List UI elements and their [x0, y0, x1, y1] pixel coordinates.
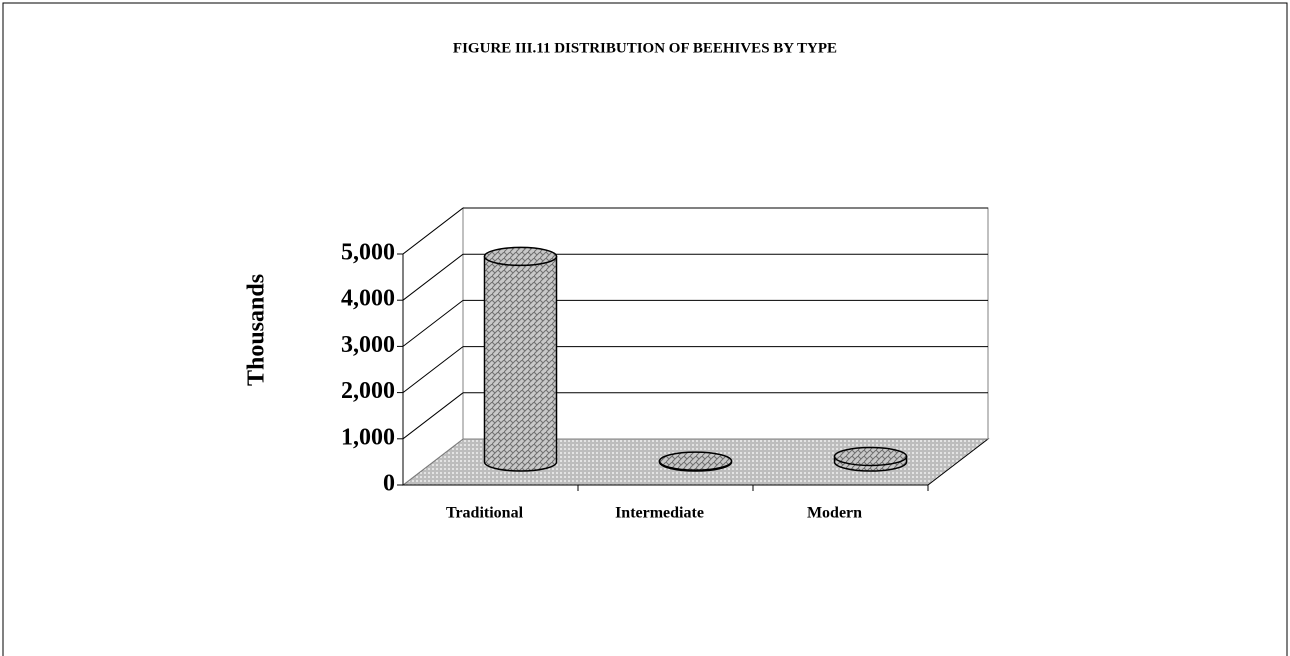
y-tick-label: 0 — [383, 471, 395, 497]
side-wall — [402, 206, 464, 487]
bar-top — [658, 451, 733, 471]
grid-line — [402, 300, 464, 347]
bar — [483, 255, 558, 472]
x-tick-label: Intermediate — [615, 505, 704, 522]
bar-top — [483, 246, 558, 267]
chart-title: FIGURE III.11 DISTRIBUTION OF BEEHIVES B… — [453, 40, 837, 56]
y-tick-label: 1,000 — [341, 424, 395, 450]
y-tick-label: 5,000 — [341, 240, 395, 266]
y-tick-label: 2,000 — [341, 378, 395, 404]
x-tick-label: Traditional — [446, 505, 524, 522]
y-tick-label: 3,000 — [341, 332, 395, 358]
grid-line — [402, 253, 464, 301]
y-tick-label: 4,000 — [341, 286, 395, 312]
grid-line — [402, 346, 464, 393]
bar-top — [833, 446, 908, 467]
grid-line — [402, 392, 464, 440]
y-axis-label: Thousands — [244, 274, 270, 386]
grid-line — [402, 207, 464, 255]
x-tick-label: Modern — [807, 505, 862, 522]
